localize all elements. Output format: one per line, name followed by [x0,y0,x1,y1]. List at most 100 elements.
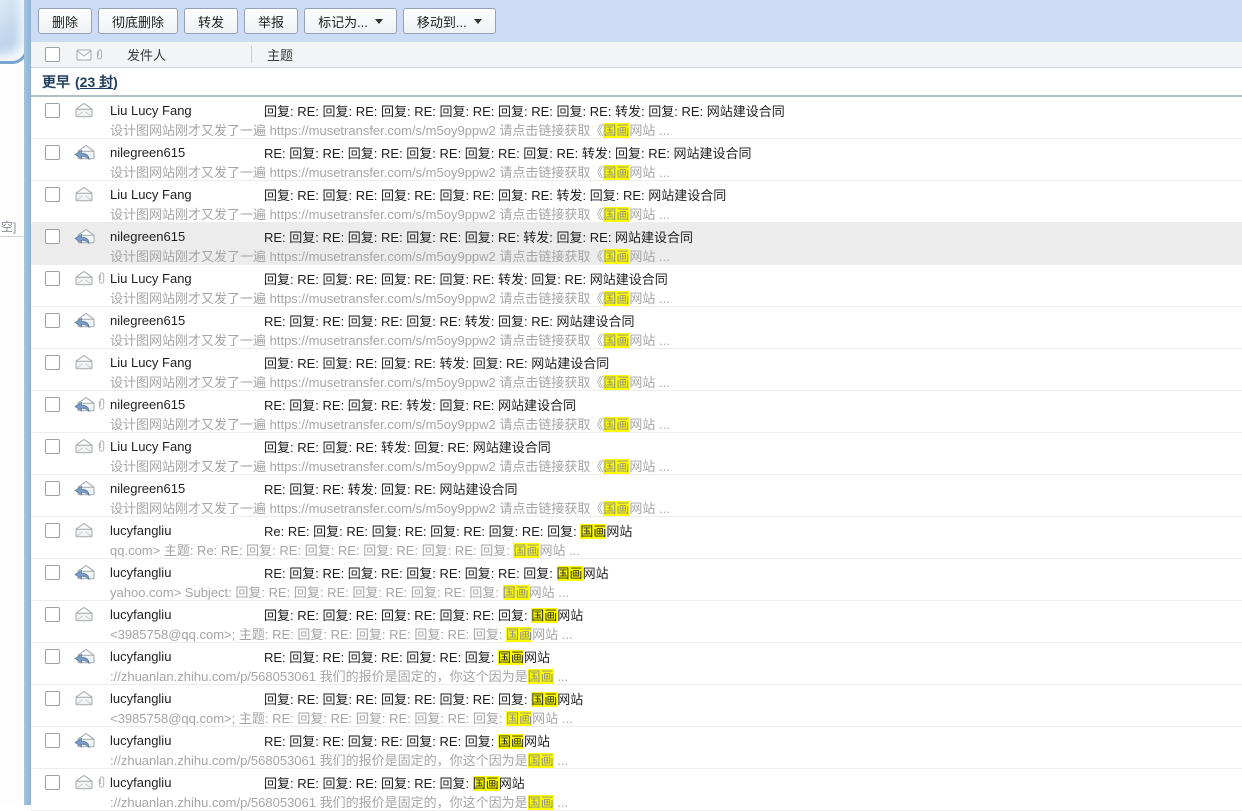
status-icon-cell [73,102,109,118]
subject-line[interactable]: RE: 回复: RE: 回复: RE: 回复: RE: 回复: 国画网站 [264,647,550,665]
row-checkbox[interactable] [45,186,60,202]
text-segment: RE: 回复: RE: 转发: 回复: RE: 网站建设合同 [264,481,518,497]
email-row[interactable]: lucyfangliu 回复: RE: 回复: RE: 回复: RE: 回复: 国… [31,769,1242,811]
email-row[interactable]: Liu Lucy Fang 回复: RE: 回复: RE: 回复: RE: 转发:… [31,349,1242,391]
row-checkbox[interactable] [45,648,60,664]
row-checkbox[interactable] [45,144,60,160]
text-segment: 回复: RE: 回复: RE: 回复: RE: 回复: RE: 转发: 回复: … [264,271,668,287]
forward-button[interactable]: 转发 [184,8,239,34]
row-checkbox[interactable] [45,522,60,538]
move-to-button[interactable]: 移动到... [402,8,496,34]
list-header: 发件人 主题 [31,42,1242,68]
subject-line[interactable]: 回复: RE: 回复: RE: 回复: RE: 回复: RE: 回复: 国画网站 [264,689,583,707]
text-segment: 网站 ... [629,290,670,306]
row-first-line: nilegreen615 RE: 回复: RE: 转发: 回复: RE: 网站建设… [31,479,1236,497]
row-checkbox[interactable] [45,270,60,286]
mark-as-button[interactable]: 标记为... [304,8,397,34]
subject-line[interactable]: 回复: RE: 回复: RE: 回复: RE: 回复: RE: 回复: 国画网站 [264,605,583,623]
subject-line[interactable]: 回复: RE: 回复: RE: 回复: RE: 回复: RE: 转发: 回复: … [264,269,668,287]
replied-icon [73,312,95,328]
report-button[interactable]: 举报 [244,8,299,34]
subject-line[interactable]: RE: 回复: RE: 回复: RE: 回复: RE: 回复: RE: 回复: … [264,143,752,161]
row-first-line: lucyfangliu RE: 回复: RE: 回复: RE: 回复: RE: 回… [31,563,1236,581]
email-row[interactable]: nilegreen615 RE: 回复: RE: 回复: RE: 转发: 回复: … [31,391,1242,433]
text-segment: ... [553,794,569,810]
subject-line[interactable]: 回复: RE: 回复: RE: 回复: RE: 回复: 国画网站 [264,773,525,791]
read-icon [73,690,95,706]
subject-line[interactable]: 回复: RE: 回复: RE: 回复: RE: 回复: RE: 回复: RE: … [264,101,785,119]
email-row[interactable]: nilegreen615 RE: 回复: RE: 回复: RE: 回复: RE: … [31,139,1242,181]
row-checkbox[interactable] [45,774,60,790]
row-checkbox[interactable] [45,228,60,244]
row-checkbox[interactable] [45,396,60,412]
subject-line[interactable]: 回复: RE: 回复: RE: 回复: RE: 回复: RE: 回复: RE: … [264,185,726,203]
row-checkbox[interactable] [45,312,60,328]
sender-column-header[interactable]: 发件人 [127,48,167,63]
email-row[interactable]: Liu Lucy Fang 回复: RE: 回复: RE: 回复: RE: 回复:… [31,181,1242,223]
paren-open: ( [75,73,80,90]
text-segment: 回复: RE: 回复: RE: 回复: RE: 回复: RE: 回复: RE: … [264,187,727,203]
preview-line: <3985758@qq.com>; 主题: RE: 回复: RE: 回复: RE… [110,624,1234,643]
toolbar: 删除 彻底删除 转发 举报 标记为... 移动到... [31,0,1242,42]
email-row[interactable]: nilegreen615 RE: 回复: RE: 回复: RE: 回复: RE: … [31,307,1242,349]
row-checkbox[interactable] [45,354,60,370]
select-all-checkbox[interactable] [45,47,60,62]
row-checkbox[interactable] [45,480,60,496]
subject-line[interactable]: RE: 回复: RE: 转发: 回复: RE: 网站建设合同 [264,479,518,497]
email-row[interactable]: Liu Lucy Fang 回复: RE: 回复: RE: 回复: RE: 回复:… [31,97,1242,139]
read-icon [73,102,95,118]
message-count-link[interactable]: 23 封 [79,73,114,90]
subject-line[interactable]: 回复: RE: 回复: RE: 回复: RE: 转发: 回复: RE: 网站建设… [264,353,609,371]
delete-button[interactable]: 删除 [38,8,93,34]
subject-line[interactable]: RE: 回复: RE: 回复: RE: 回复: RE: 回复: RE: 转发: … [264,227,693,245]
search-highlight: 国画 [603,416,630,432]
email-row[interactable]: lucyfangliu RE: 回复: RE: 回复: RE: 回复: RE: 回… [31,643,1242,685]
purge-button[interactable]: 彻底删除 [98,8,179,34]
row-checkbox[interactable] [45,606,60,622]
sender: Liu Lucy Fang [110,186,192,202]
subject-line[interactable]: RE: 回复: RE: 回复: RE: 回复: RE: 回复: 国画网站 [264,731,550,749]
email-row[interactable]: nilegreen615 RE: 回复: RE: 转发: 回复: RE: 网站建设… [31,475,1242,517]
preview-line: <3985758@qq.com>; 主题: RE: 回复: RE: 回复: RE… [110,708,1234,727]
sender: lucyfangliu [110,732,172,748]
row-checkbox[interactable] [45,732,60,748]
row-first-line: Liu Lucy Fang 回复: RE: 回复: RE: 回复: RE: 回复:… [31,101,1236,119]
text-segment: 设计图网站刚才又发了一遍 https://musetransfer.com/s/… [110,332,604,348]
text-segment: 回复: RE: 回复: RE: 转发: 回复: RE: 网站建设合同 [264,439,551,455]
email-row[interactable]: nilegreen615 RE: 回复: RE: 回复: RE: 回复: RE: … [31,223,1242,265]
status-icon-cell [73,228,109,244]
row-checkbox[interactable] [45,438,60,454]
row-first-line: lucyfangliu 回复: RE: 回复: RE: 回复: RE: 回复: R… [31,689,1236,707]
subject-line[interactable]: Re: RE: 回复: RE: 回复: RE: 回复: RE: 回复: RE: … [264,521,632,539]
preview-line: yahoo.com> Subject: 回复: RE: 回复: RE: 回复: … [110,582,1234,601]
subject-line[interactable]: 回复: RE: 回复: RE: 转发: 回复: RE: 网站建设合同 [264,437,551,455]
subject-line[interactable]: RE: 回复: RE: 回复: RE: 回复: RE: 回复: RE: 回复: … [264,563,609,581]
subject-line[interactable]: RE: 回复: RE: 回复: RE: 转发: 回复: RE: 网站建设合同 [264,395,576,413]
email-row[interactable]: lucyfangliu RE: 回复: RE: 回复: RE: 回复: RE: 回… [31,559,1242,601]
sender: nilegreen615 [110,480,186,496]
attachment-icon [97,397,106,411]
button-label: 移动到... [416,14,467,30]
row-first-line: Liu Lucy Fang 回复: RE: 回复: RE: 转发: 回复: RE:… [31,437,1236,455]
email-row[interactable]: lucyfangliu RE: 回复: RE: 回复: RE: 回复: RE: 回… [31,727,1242,769]
email-row[interactable]: lucyfangliu 回复: RE: 回复: RE: 回复: RE: 回复: R… [31,601,1242,643]
email-row[interactable]: Liu Lucy Fang 回复: RE: 回复: RE: 回复: RE: 回复:… [31,265,1242,307]
email-row[interactable]: Liu Lucy Fang 回复: RE: 回复: RE: 转发: 回复: RE:… [31,433,1242,475]
sender: nilegreen615 [110,396,186,412]
row-checkbox[interactable] [45,102,60,118]
row-checkbox[interactable] [45,690,60,706]
text-segment: 网站 ... [629,122,670,138]
subject-column-header[interactable]: 主题 [267,48,294,63]
search-highlight: 国画 [603,458,630,474]
email-row[interactable]: lucyfangliu Re: RE: 回复: RE: 回复: RE: 回复: R… [31,517,1242,559]
button-label: 标记为... [318,14,368,30]
text-segment: 网站 ... [539,542,580,558]
read-icon [73,186,95,202]
subject-line[interactable]: RE: 回复: RE: 回复: RE: 回复: RE: 转发: 回复: RE: … [264,311,635,329]
text-segment: 网站 [582,565,609,581]
sidebar-divider [0,236,23,237]
section-count: (23 封) [75,72,118,92]
email-row[interactable]: lucyfangliu 回复: RE: 回复: RE: 回复: RE: 回复: R… [31,685,1242,727]
replied-icon [73,480,95,496]
row-checkbox[interactable] [45,564,60,580]
